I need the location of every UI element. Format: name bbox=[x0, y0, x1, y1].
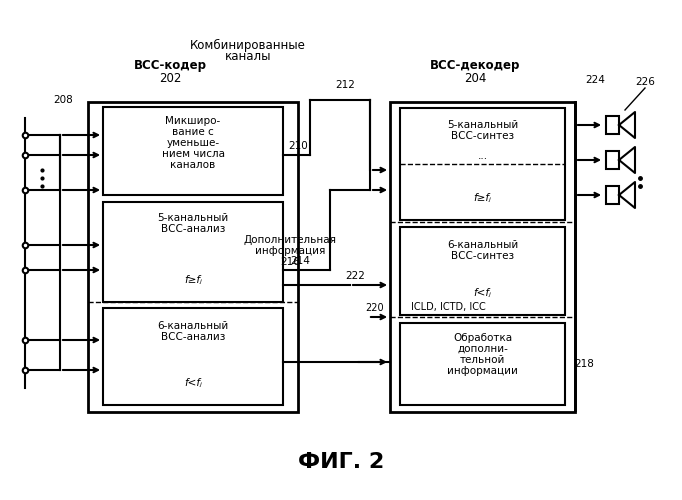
Bar bbox=[400, 227, 565, 315]
Text: 218: 218 bbox=[574, 359, 594, 369]
Bar bbox=[400, 323, 565, 405]
Bar bbox=[400, 108, 565, 220]
Text: информации: информации bbox=[447, 366, 518, 376]
Text: 5-канальный: 5-канальный bbox=[158, 213, 228, 223]
Bar bbox=[390, 102, 575, 412]
Text: 6-канальный: 6-канальный bbox=[447, 240, 518, 250]
Text: 202: 202 bbox=[159, 72, 181, 85]
Bar bbox=[606, 116, 619, 134]
Text: ВСС-анализ: ВСС-анализ bbox=[161, 224, 225, 234]
Text: вание с: вание с bbox=[172, 127, 214, 137]
Text: f<fⱼ: f<fⱼ bbox=[184, 378, 202, 388]
Text: Комбинированные: Комбинированные bbox=[190, 38, 306, 52]
Text: 226: 226 bbox=[635, 77, 655, 87]
Text: каналы: каналы bbox=[225, 50, 271, 64]
Text: тельной: тельной bbox=[460, 355, 505, 365]
Text: f≥fⱼ: f≥fⱼ bbox=[473, 193, 492, 203]
Text: каналов: каналов bbox=[170, 160, 216, 170]
Text: 212: 212 bbox=[335, 80, 355, 90]
Text: 6-канальный: 6-канальный bbox=[158, 321, 228, 331]
Text: нием числа: нием числа bbox=[162, 149, 224, 159]
Text: дополни-: дополни- bbox=[457, 344, 508, 354]
Text: ФИГ. 2: ФИГ. 2 bbox=[298, 452, 384, 472]
Text: ВСС-анализ: ВСС-анализ bbox=[161, 332, 225, 342]
Bar bbox=[88, 102, 298, 412]
Text: 222: 222 bbox=[345, 271, 365, 281]
Text: 5-канальный: 5-канальный bbox=[447, 120, 518, 130]
Text: ВСС-декодер: ВСС-декодер bbox=[430, 58, 520, 71]
Text: ВСС-синтез: ВСС-синтез bbox=[451, 131, 514, 141]
Bar bbox=[103, 202, 283, 302]
Text: 214: 214 bbox=[290, 256, 310, 266]
Bar bbox=[103, 107, 283, 195]
Text: 216: 216 bbox=[280, 257, 300, 267]
Text: уменьше-: уменьше- bbox=[166, 138, 220, 148]
Text: ICLD, ICTD, ICC: ICLD, ICTD, ICC bbox=[411, 302, 486, 312]
Bar bbox=[606, 151, 619, 169]
Text: f<fⱼ: f<fⱼ bbox=[473, 288, 492, 298]
Text: 224: 224 bbox=[585, 75, 605, 85]
Bar bbox=[606, 186, 619, 204]
Text: 208: 208 bbox=[53, 95, 73, 105]
Text: 204: 204 bbox=[464, 72, 486, 85]
Text: ВСС-кодер: ВСС-кодер bbox=[134, 58, 207, 71]
Bar bbox=[103, 308, 283, 405]
Text: ВСС-синтез: ВСС-синтез bbox=[451, 251, 514, 261]
Text: информация: информация bbox=[255, 246, 325, 256]
Text: Обработка: Обработка bbox=[453, 333, 512, 343]
Text: Микширо-: Микширо- bbox=[165, 116, 220, 126]
Text: 210: 210 bbox=[288, 141, 308, 151]
Text: f≥fⱼ: f≥fⱼ bbox=[184, 275, 202, 285]
Text: 220: 220 bbox=[366, 303, 385, 313]
Text: Дополнительная: Дополнительная bbox=[243, 235, 336, 245]
Text: ...: ... bbox=[477, 151, 488, 161]
